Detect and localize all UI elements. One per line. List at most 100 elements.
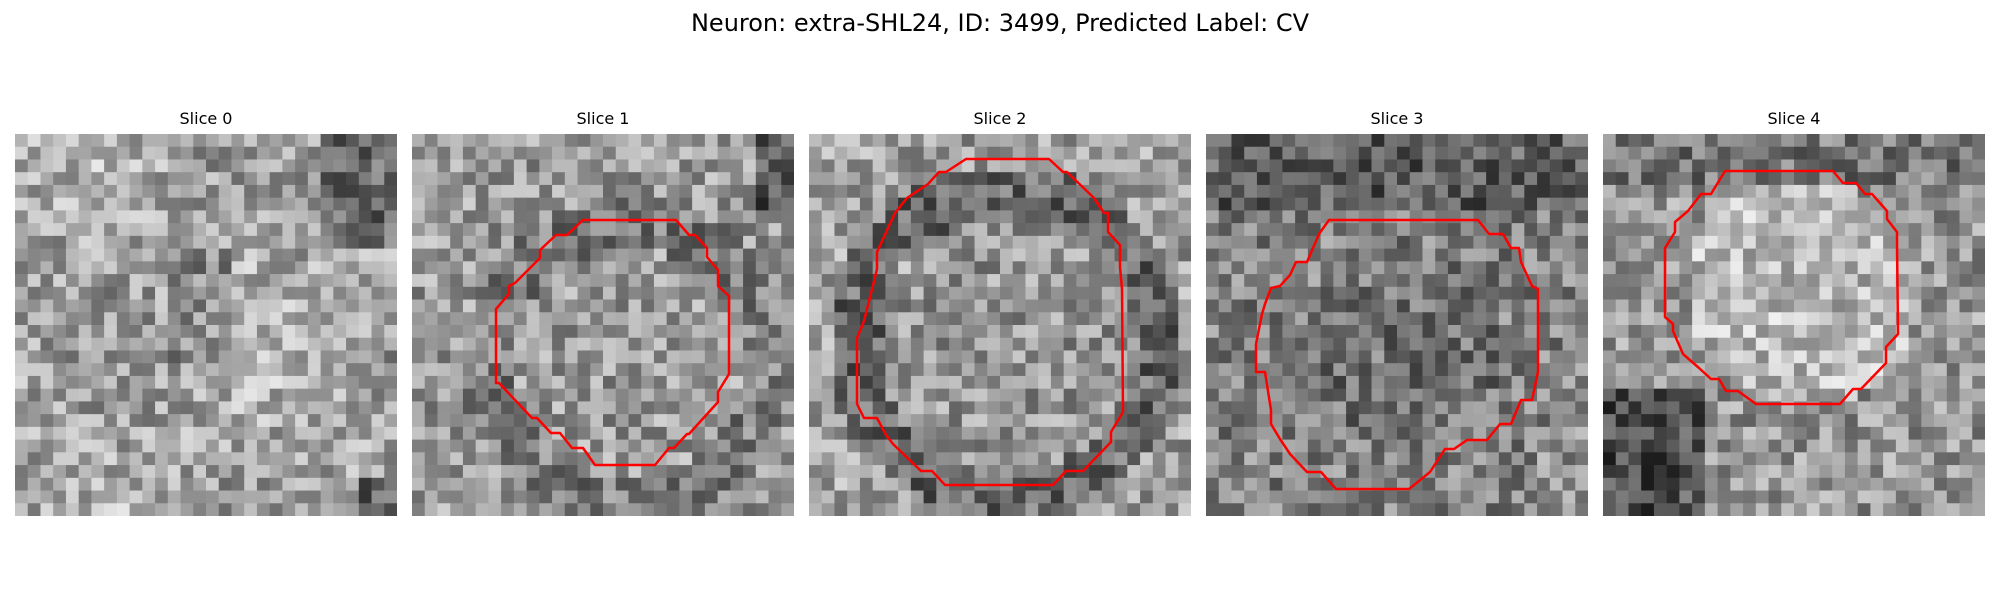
pixel	[730, 477, 744, 491]
pixel	[1320, 299, 1334, 313]
pixel	[1704, 452, 1718, 466]
pixel	[923, 426, 937, 440]
pixel	[462, 210, 477, 224]
pixel	[1206, 299, 1220, 313]
pixel	[412, 350, 426, 364]
pixel	[218, 477, 232, 491]
pixel	[1755, 490, 1769, 504]
pixel	[218, 490, 232, 504]
pixel	[1000, 401, 1014, 415]
pixel	[295, 286, 309, 300]
pixel	[1409, 172, 1423, 186]
pixel	[462, 503, 477, 516]
pixel	[1537, 477, 1551, 491]
pixel	[1819, 184, 1833, 199]
pixel	[1422, 197, 1436, 211]
pixel	[333, 261, 347, 275]
pixel	[1704, 401, 1718, 415]
pixel	[1050, 439, 1065, 453]
pixel	[1486, 375, 1500, 390]
pixel	[462, 375, 477, 390]
pixel	[78, 210, 92, 224]
pixel	[768, 286, 782, 300]
pixel	[1256, 477, 1271, 491]
pixel	[936, 414, 950, 428]
pixel	[1384, 452, 1398, 466]
pixel	[603, 465, 617, 479]
pixel	[1178, 312, 1191, 326]
pixel	[424, 401, 438, 415]
pixel	[1473, 146, 1487, 160]
pixel	[91, 401, 105, 415]
pixel	[513, 439, 527, 453]
pixel	[1908, 363, 1922, 377]
pixel	[1295, 184, 1309, 199]
pixel	[167, 426, 181, 440]
pixel	[821, 159, 835, 173]
pixel	[730, 414, 744, 428]
pixel	[27, 159, 41, 173]
pixel	[180, 312, 194, 326]
pixel	[1524, 159, 1538, 173]
pixel	[1063, 134, 1077, 148]
pixel	[1409, 388, 1423, 402]
pixel	[1794, 172, 1808, 186]
pixel	[692, 184, 706, 199]
pixel	[1895, 197, 1909, 211]
pixel	[1127, 134, 1141, 148]
pixel	[371, 439, 385, 453]
pixel	[717, 312, 731, 326]
pixel	[1959, 401, 1973, 415]
pixel	[346, 350, 360, 364]
pixel	[1409, 223, 1423, 237]
pixel	[1231, 503, 1245, 516]
pixel	[78, 350, 92, 364]
pixel	[206, 363, 220, 377]
pixel	[78, 401, 92, 415]
pixel	[936, 401, 950, 415]
pixel	[320, 490, 334, 504]
pixel	[781, 503, 794, 516]
pixel	[603, 401, 617, 415]
pixel	[1435, 439, 1449, 453]
pixel	[1231, 184, 1245, 199]
pixel	[142, 363, 156, 377]
pixel	[358, 439, 372, 453]
pixel	[27, 312, 41, 326]
pixel	[898, 401, 912, 415]
pixel	[193, 299, 207, 313]
pixel	[539, 312, 553, 326]
pixel	[1921, 146, 1935, 160]
pixel	[1460, 337, 1474, 351]
pixel	[167, 286, 181, 300]
pixel	[1857, 452, 1871, 466]
pixel	[577, 465, 591, 479]
pixel	[142, 210, 156, 224]
pixel	[1870, 375, 1884, 390]
pixel	[552, 490, 566, 504]
pixel	[1615, 159, 1629, 173]
pixel	[936, 439, 950, 453]
pixel	[859, 134, 874, 148]
pixel	[1743, 134, 1757, 148]
pixel	[320, 312, 334, 326]
pixel	[730, 223, 744, 237]
pixel	[1371, 465, 1385, 479]
pixel	[577, 261, 591, 275]
pixel	[180, 490, 194, 504]
pixel	[244, 401, 258, 415]
pixel	[358, 388, 372, 402]
pixel	[256, 401, 271, 415]
pixel	[1076, 312, 1090, 326]
pixel	[1256, 465, 1271, 479]
pixel	[1244, 414, 1258, 428]
pixel	[1165, 299, 1179, 313]
pixel	[1717, 248, 1731, 262]
pixel	[1641, 261, 1655, 275]
pixel	[1704, 159, 1718, 173]
pixel	[358, 325, 372, 339]
pixel	[1409, 439, 1423, 453]
pixel	[282, 388, 296, 402]
pixel	[1140, 363, 1154, 377]
pixel	[1371, 477, 1385, 491]
